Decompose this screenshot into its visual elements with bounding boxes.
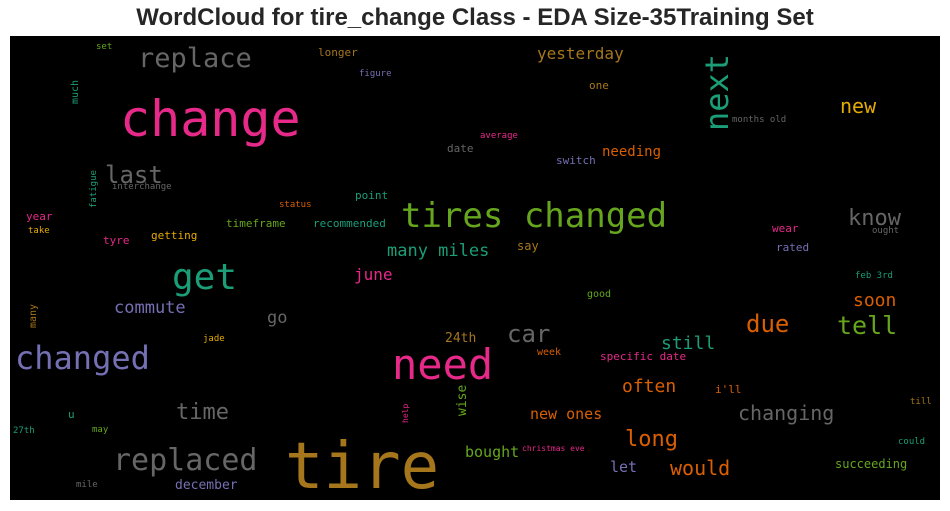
- word-christmas-eve: christmas eve: [522, 444, 585, 453]
- word-yesterday: yesterday: [537, 44, 624, 63]
- word-fatigue: fatigue: [89, 170, 99, 208]
- word-replaced: replaced: [113, 443, 258, 478]
- word-specific-date: specific date: [600, 350, 686, 363]
- word-jade: jade: [203, 334, 225, 344]
- word-many-miles: many miles: [387, 241, 489, 261]
- word-new: new: [840, 94, 877, 118]
- word-set: set: [96, 42, 112, 52]
- word-feb-3rd: feb 3rd: [855, 271, 893, 281]
- word-mile: mile: [76, 480, 98, 490]
- word-interchange: interchange: [112, 182, 172, 192]
- word-needing: needing: [602, 144, 661, 160]
- word-i-ll: i'll: [715, 383, 742, 396]
- word-tell: tell: [837, 311, 897, 340]
- word-change: change: [120, 90, 301, 148]
- word-time: time: [176, 400, 229, 425]
- word-good: good: [587, 289, 611, 300]
- word-switch: switch: [556, 154, 596, 167]
- word-new-ones: new ones: [530, 405, 602, 423]
- word-get: get: [172, 257, 237, 298]
- word-bought: bought: [465, 443, 519, 461]
- word-point: point: [355, 189, 388, 202]
- word-soon: soon: [853, 290, 896, 311]
- word-need: need: [392, 340, 493, 389]
- word-ought: ought: [872, 226, 899, 236]
- word-many: many: [28, 304, 39, 328]
- word-say: say: [517, 239, 539, 253]
- word-may: may: [92, 425, 109, 435]
- word-replace: replace: [138, 43, 252, 74]
- word-changed: changed: [15, 339, 150, 377]
- word-months-old: months old: [732, 115, 786, 125]
- word-last: last: [105, 161, 163, 189]
- word-june: june: [354, 265, 393, 284]
- word-recommended: recommended: [313, 217, 386, 230]
- word-tyre: tyre: [103, 234, 130, 247]
- word-car: car: [507, 320, 550, 348]
- word-could: could: [898, 437, 925, 447]
- word-one: one: [589, 79, 609, 92]
- word-status: status: [279, 200, 312, 210]
- word-next: next: [698, 54, 736, 131]
- wordcloud-canvas: tire change need tires changed get changed nex…: [10, 36, 940, 500]
- word-till: till: [910, 397, 932, 407]
- word-tires-changed: tires changed: [401, 196, 667, 236]
- word-longer: longer: [318, 46, 358, 59]
- word-often: often: [622, 376, 676, 397]
- word-let: let: [610, 458, 637, 476]
- word-wise: wise: [455, 385, 470, 416]
- word-changing: changing: [738, 401, 834, 425]
- word-date: date: [447, 142, 474, 155]
- word-week: week: [537, 347, 561, 358]
- word-due: due: [746, 310, 789, 338]
- word-december: december: [175, 478, 238, 493]
- word-year: year: [26, 210, 53, 223]
- word-go: go: [267, 308, 287, 328]
- word-take: take: [28, 226, 50, 236]
- word-know: know: [848, 206, 902, 231]
- word-rated: rated: [776, 241, 809, 254]
- word-would: would: [670, 456, 730, 480]
- word-tire: tire: [285, 430, 439, 500]
- word-average: average: [480, 131, 518, 141]
- word-figure: figure: [359, 69, 392, 79]
- word-timeframe: timeframe: [226, 217, 286, 230]
- word-succeeding: succeeding: [835, 457, 907, 471]
- word-getting: getting: [151, 229, 197, 242]
- word-much: much: [70, 80, 81, 104]
- word-27th: 27th: [13, 426, 35, 436]
- word-wear: wear: [772, 222, 799, 235]
- word-long: long: [625, 427, 678, 452]
- word-24th: 24th: [445, 331, 476, 346]
- word-help: help: [401, 404, 410, 423]
- wordcloud-svg: tire change need tires changed get changed nex…: [13, 42, 932, 500]
- word-u: u: [68, 408, 75, 421]
- word-commute: commute: [114, 298, 186, 318]
- chart-title: WordCloud for tire_change Class - EDA Si…: [136, 4, 814, 31]
- word-still: still: [661, 333, 715, 354]
